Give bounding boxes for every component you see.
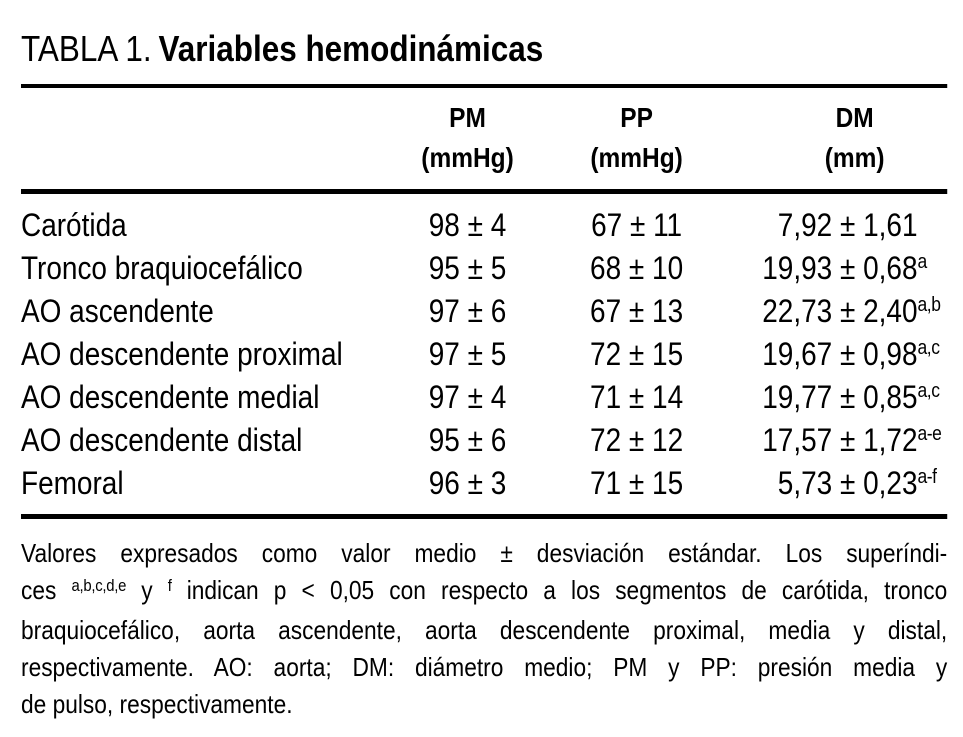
row-label: Carótida bbox=[21, 207, 127, 243]
row-label: AO descendente proximal bbox=[21, 336, 343, 372]
pm-value: 96 ± 3 bbox=[428, 465, 507, 501]
footnote-text: ces bbox=[21, 575, 72, 605]
table-header-row: PM (mmHg) PP (mmHg) DM (mm) bbox=[21, 88, 947, 178]
dm-superscript: a bbox=[917, 251, 928, 273]
dm-value: 7,92 ± 1,61 bbox=[731, 204, 948, 247]
dm-superscript-box: a,c bbox=[918, 376, 948, 424]
pp-value: 71 ± 15 bbox=[590, 465, 684, 501]
header-pp: PP (mmHg) bbox=[543, 98, 731, 178]
dm-value: 19,67 ± 0,98a,c bbox=[731, 333, 948, 376]
dm-value: 17,57 ± 1,72a-e bbox=[731, 419, 948, 462]
table-title: TABLA 1. Variables hemodinámicas bbox=[21, 28, 947, 70]
header-dm-abbr: DM bbox=[835, 102, 874, 133]
dm-superscript-box: a,b bbox=[918, 290, 948, 338]
pp-value: 67 ± 13 bbox=[590, 293, 684, 329]
pm-value: 97 ± 5 bbox=[428, 336, 507, 372]
table-content: TABLA 1. Variables hemodinámicas PM (mmHg… bbox=[21, 28, 948, 723]
table-row-femoral: Femoral 96 ± 3 71 ± 15 5,73 ± 0,23a-f bbox=[21, 462, 947, 505]
footnote-line-4: respectivamente. AO: aorta; DM: diámetro… bbox=[21, 652, 948, 682]
dm-number: 5,73 ± 0,23 bbox=[777, 465, 918, 501]
dm-value: 5,73 ± 0,23a-f bbox=[731, 462, 948, 505]
header-pp-unit: (mmHg) bbox=[590, 142, 683, 173]
pm-value: 95 ± 5 bbox=[428, 250, 507, 286]
dm-superscript-box: a,c bbox=[918, 333, 948, 381]
footnote-line-5: de pulso, respectivamente. bbox=[21, 689, 293, 719]
dm-superscript: a-e bbox=[917, 423, 942, 445]
pm-value: 97 ± 6 bbox=[428, 293, 507, 329]
pp-value: 71 ± 14 bbox=[590, 379, 684, 415]
table-number: TABLA 1. bbox=[21, 28, 152, 69]
header-dm: DM (mm) bbox=[731, 98, 948, 178]
row-label: AO descendente distal bbox=[21, 422, 303, 458]
row-label: AO descendente medial bbox=[21, 379, 320, 415]
dm-number: 19,93 ± 0,68 bbox=[762, 250, 918, 286]
footnote-line-2: ces a,b,c,d,e y f indican p < 0,05 con r… bbox=[21, 572, 947, 612]
dm-superscript-box: a-f bbox=[918, 462, 948, 510]
pm-value: 95 ± 6 bbox=[428, 422, 507, 458]
dm-number: 19,77 ± 0,85 bbox=[762, 379, 918, 415]
pp-value: 67 ± 11 bbox=[591, 207, 683, 243]
table-body: Carótida 98 ± 4 67 ± 11 7,92 ± 1,61 Tron… bbox=[21, 194, 947, 514]
footnote-line-1: Valores expresados como valor medio ± de… bbox=[21, 538, 948, 568]
dm-superscript-box: a bbox=[918, 247, 948, 295]
header-label-spacer bbox=[21, 98, 392, 178]
dm-superscript: a,b bbox=[917, 294, 941, 316]
table-row-carotida: Carótida 98 ± 4 67 ± 11 7,92 ± 1,61 bbox=[21, 204, 947, 247]
table-footnote: Valores expresados como valor medio ± de… bbox=[21, 535, 947, 723]
table-row-tronco: Tronco braquiocefálico 95 ± 5 68 ± 10 19… bbox=[21, 247, 947, 290]
header-dm-unit: (mm) bbox=[824, 142, 885, 173]
dm-number: 17,57 ± 1,72 bbox=[762, 422, 918, 458]
dm-value: 19,93 ± 0,68a bbox=[731, 247, 948, 290]
header-pm-abbr: PM bbox=[449, 102, 486, 133]
dm-superscript-box: a-e bbox=[918, 419, 948, 467]
footnote-superscript-f: f bbox=[167, 576, 172, 595]
pp-value: 72 ± 12 bbox=[590, 422, 684, 458]
footnote-superscript-abcde: a,b,c,d,e bbox=[71, 576, 127, 595]
dm-number: 7,92 ± 1,61 bbox=[777, 207, 918, 243]
row-label: Tronco braquiocefálico bbox=[21, 250, 303, 286]
dm-value: 22,73 ± 2,40a,b bbox=[731, 290, 948, 333]
pm-value: 98 ± 4 bbox=[428, 207, 507, 243]
table-name: Variables hemodinámicas bbox=[158, 28, 544, 69]
footnote-text: indican p < 0,05 con respecto a los segm… bbox=[171, 575, 948, 605]
dm-number: 19,67 ± 0,98 bbox=[762, 336, 918, 372]
dm-superscript: a,c bbox=[917, 337, 940, 359]
pp-value: 72 ± 15 bbox=[590, 336, 684, 372]
header-rule bbox=[21, 189, 948, 194]
header-pm: PM (mmHg) bbox=[392, 98, 542, 178]
dm-superscript: a,c bbox=[917, 380, 940, 402]
table-row-ao-ascendente: AO ascendente 97 ± 6 67 ± 13 22,73 ± 2,4… bbox=[21, 290, 947, 333]
dm-superscript: a-f bbox=[917, 466, 938, 488]
pm-value: 97 ± 4 bbox=[428, 379, 507, 415]
pp-value: 68 ± 10 bbox=[590, 250, 684, 286]
footnote-line-3: braquiocefálico, aorta ascendente, aorta… bbox=[21, 615, 948, 645]
row-label: Femoral bbox=[21, 465, 124, 501]
top-rule bbox=[21, 84, 948, 88]
dm-number: 22,73 ± 2,40 bbox=[762, 293, 918, 329]
footnote-text: y bbox=[126, 575, 168, 605]
table-row-ao-desc-distal: AO descendente distal 95 ± 6 72 ± 12 17,… bbox=[21, 419, 947, 462]
table-row-ao-desc-proximal: AO descendente proximal 97 ± 5 72 ± 15 1… bbox=[21, 333, 947, 376]
header-pm-unit: (mmHg) bbox=[421, 142, 514, 173]
table-row-ao-desc-medial: AO descendente medial 97 ± 4 71 ± 14 19,… bbox=[21, 376, 947, 419]
footer-rule bbox=[21, 514, 948, 519]
dm-value: 19,77 ± 0,85a,c bbox=[731, 376, 948, 419]
header-pp-abbr: PP bbox=[620, 102, 653, 133]
row-label: AO ascendente bbox=[21, 293, 214, 329]
